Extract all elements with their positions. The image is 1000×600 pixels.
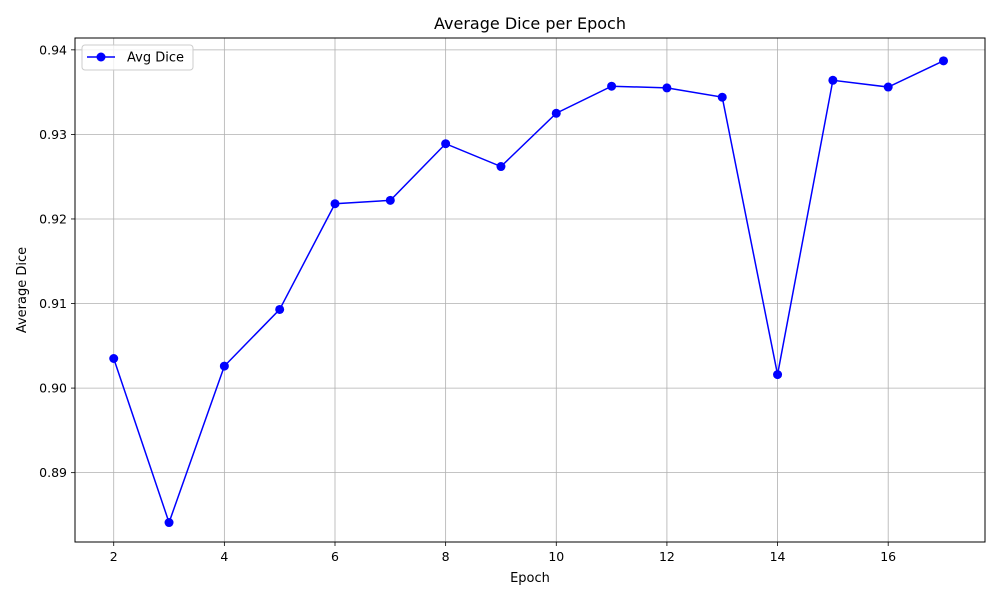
data-point [883, 82, 893, 92]
legend-marker-swatch [96, 52, 106, 62]
x-ticks: 2 4 6 8 10 12 14 16 [110, 542, 896, 564]
data-point [496, 162, 506, 172]
y-axis-label: Average Dice [15, 247, 30, 333]
y-tick-label: 0.91 [39, 296, 67, 311]
y-ticks: 0.89 0.90 0.91 0.92 0.93 0.94 [39, 42, 75, 480]
legend: Avg Dice [81, 44, 194, 71]
x-tick-label: 12 [659, 549, 675, 564]
data-point [275, 304, 285, 314]
y-tick-label: 0.90 [39, 381, 67, 396]
x-tick-label: 4 [220, 549, 228, 564]
series-layer [109, 56, 949, 528]
plot-frame [74, 37, 986, 543]
data-point [662, 83, 672, 93]
data-point [717, 92, 727, 102]
y-tick-label: 0.92 [39, 211, 67, 226]
data-point [385, 195, 395, 205]
chart-title: Average Dice per Epoch [434, 14, 626, 33]
data-point [109, 353, 119, 363]
y-tick-label: 0.93 [39, 127, 67, 142]
x-axis-label: Epoch [510, 571, 550, 586]
data-point [773, 370, 783, 380]
y-tick-label: 0.89 [39, 465, 67, 480]
y-tick-label: 0.94 [39, 42, 67, 57]
data-point [330, 199, 340, 209]
x-tick-label: 16 [880, 549, 896, 564]
x-tick-label: 8 [442, 549, 450, 564]
grid [75, 38, 985, 542]
x-tick-label: 10 [548, 549, 564, 564]
x-tick-label: 2 [110, 549, 118, 564]
data-point [219, 361, 229, 371]
legend-box [81, 44, 194, 71]
data-point [828, 75, 838, 85]
data-point [939, 56, 949, 66]
x-tick-label: 14 [770, 549, 786, 564]
data-point [164, 518, 174, 528]
data-point [551, 108, 561, 118]
data-point [607, 81, 617, 91]
data-point [441, 139, 451, 149]
x-tick-label: 6 [331, 549, 339, 564]
legend-label-avg-dice: Avg Dice [127, 51, 184, 66]
series-line-avg-dice [113, 60, 944, 525]
